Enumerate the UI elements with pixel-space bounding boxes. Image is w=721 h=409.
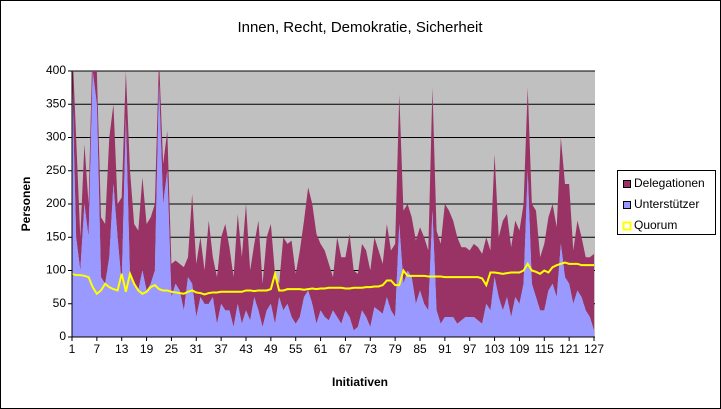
line — [72, 261, 594, 296]
x-tick-label: 121 — [559, 342, 579, 356]
x-tick-label: 85 — [413, 342, 427, 356]
x-tick-label: 115 — [535, 342, 554, 356]
x-tick-label: 73 — [364, 342, 378, 356]
area — [72, 71, 594, 337]
x-tick-label: 49 — [264, 342, 278, 356]
y-tick-label: 350 — [46, 96, 66, 110]
legend-swatch — [622, 221, 632, 231]
x-tick-label: 127 — [584, 342, 604, 356]
x-tick-label: 37 — [214, 342, 228, 356]
x-tick-label: 55 — [289, 342, 303, 356]
x-tick-label: 79 — [388, 342, 402, 356]
chart-title: Innen, Recht, Demokratie, Sicherheit — [237, 19, 483, 36]
y-tick-label: 250 — [46, 163, 66, 177]
y-tick-label: 100 — [46, 263, 66, 277]
x-tick-label: 43 — [239, 342, 253, 356]
y-tick-label: 400 — [46, 63, 66, 77]
x-tick-label: 25 — [165, 342, 179, 356]
area — [72, 71, 594, 331]
x-tick-label: 67 — [339, 342, 353, 356]
legend-label: Quorum — [634, 218, 677, 232]
x-tick-label: 97 — [463, 342, 477, 356]
x-tick-label: 1 — [69, 342, 76, 356]
x-tick-label: 103 — [485, 342, 505, 356]
legend-label: Unterstützer — [634, 197, 699, 211]
y-tick-label: 0 — [59, 329, 66, 343]
x-axis-label: Initiativen — [332, 375, 388, 389]
legend-swatch — [623, 201, 631, 209]
x-tick-label: 109 — [509, 342, 529, 356]
y-axis-label: Personen — [19, 177, 33, 232]
legend-swatch — [623, 180, 631, 188]
y-tick-label: 300 — [46, 130, 66, 144]
y-tick-label: 200 — [46, 196, 66, 210]
x-tick-label: 91 — [438, 342, 452, 356]
x-tick-label: 7 — [94, 342, 101, 356]
legend-label: Delegationen — [634, 176, 705, 190]
x-tick-label: 61 — [314, 342, 328, 356]
legend — [617, 170, 716, 235]
x-tick-label: 31 — [190, 342, 204, 356]
x-tick-label: 13 — [115, 342, 129, 356]
y-tick-label: 150 — [46, 229, 66, 243]
y-tick-label: 50 — [53, 296, 67, 310]
x-tick-label: 19 — [140, 342, 154, 356]
